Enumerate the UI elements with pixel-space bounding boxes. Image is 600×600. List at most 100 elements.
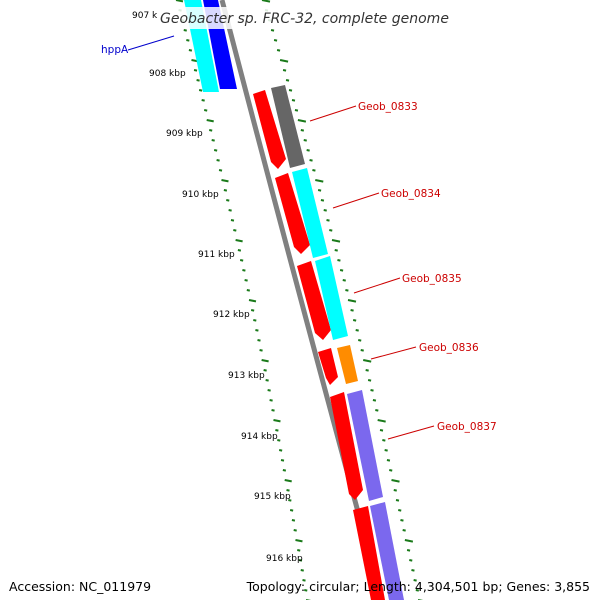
scale-tick <box>263 369 267 372</box>
scale-tick <box>291 99 296 102</box>
scale-tick <box>398 509 402 512</box>
scale-tick <box>276 49 281 52</box>
topology-text: Topology: circular; Length: 4,304,501 bp… <box>246 579 590 594</box>
scale-tick <box>312 169 316 172</box>
scale-tick <box>211 139 215 142</box>
geob0834-label: Geob_0834 <box>381 188 441 200</box>
scale-tick <box>291 519 296 522</box>
hppa-label: hppA <box>101 44 129 56</box>
scale-tick <box>297 549 301 552</box>
scale-tick <box>345 289 349 292</box>
gene-cyan-0835 <box>315 256 348 340</box>
scale-tick <box>257 339 261 342</box>
scale-tick <box>379 429 384 432</box>
geob0836-label: Geob_0836 <box>419 342 479 354</box>
gene-red-bottom <box>353 506 385 600</box>
scale-tick <box>370 389 374 392</box>
scale-tick <box>365 369 369 372</box>
scale-tick <box>384 449 388 452</box>
scale-tick <box>334 249 338 252</box>
scale-tick <box>250 309 255 312</box>
scale-tick <box>188 49 193 52</box>
scale-tick <box>358 339 362 342</box>
scale-tick <box>300 129 305 132</box>
scale-tick <box>201 99 205 102</box>
scale-tick <box>347 299 357 303</box>
scale-tick <box>294 109 299 112</box>
scale-tick <box>329 229 333 232</box>
scale-tick <box>196 79 200 82</box>
scale-tick <box>183 29 187 32</box>
scale-tick <box>221 179 229 183</box>
scale-tick <box>409 559 413 562</box>
scale-tick <box>278 449 283 452</box>
scale-tick <box>282 469 287 472</box>
kbp-label-915: 915 kbp <box>254 492 291 502</box>
scale-tick <box>284 479 292 483</box>
scale-tick <box>269 399 273 402</box>
scale-tick <box>267 389 271 392</box>
scale-tick <box>295 539 303 543</box>
scale-tick <box>261 0 271 3</box>
scale-tick <box>289 509 294 512</box>
kbp-label-907: 907 k <box>132 11 158 21</box>
scale-tick <box>273 419 281 423</box>
scale-tick <box>223 189 228 192</box>
scale-tick <box>363 359 372 363</box>
gene-orange-0836 <box>337 345 358 384</box>
scale-tick <box>271 409 275 412</box>
scale-tick <box>282 69 287 72</box>
scale-tick <box>244 279 248 282</box>
scale-tick <box>175 0 184 3</box>
gene-purple-0837 <box>347 390 383 501</box>
gene-red-0835 <box>297 261 331 340</box>
gene-purple-bottom <box>370 502 404 600</box>
scale-tick <box>230 219 235 222</box>
kbp-label-914: 914 kbp <box>241 432 278 442</box>
outer-tick-ring <box>261 0 424 600</box>
scale-tick <box>248 299 257 303</box>
scale-tick <box>253 319 257 322</box>
scale-tick <box>400 519 404 522</box>
scale-tick <box>402 529 406 532</box>
scale-tick <box>413 579 417 582</box>
geob0835-label: Geob_0835 <box>402 273 462 285</box>
geob0837-label: Geob_0837 <box>437 421 497 433</box>
gene-gray-0833 <box>271 85 305 168</box>
scale-tick <box>228 209 232 212</box>
kbp-label-912: 912 kbp <box>213 310 250 320</box>
scale-tick <box>360 349 364 352</box>
geob0837-label-line <box>387 425 435 440</box>
kbp-label-911: 911 kbp <box>198 250 235 260</box>
map-title: Geobacter sp. FRC-32, complete genome <box>160 11 449 27</box>
scale-tick <box>302 579 306 582</box>
scale-tick <box>285 79 290 82</box>
scale-tick <box>415 589 420 592</box>
scale-tick <box>303 139 307 142</box>
scale-tick <box>377 419 386 423</box>
kbp-label-910: 910 kbp <box>182 190 219 200</box>
scale-tick <box>393 489 397 492</box>
scale-tick <box>206 119 214 123</box>
scale-tick <box>261 359 269 363</box>
scale-tick <box>259 349 263 352</box>
scale-tick <box>331 239 341 243</box>
geob0833-label: Geob_0833 <box>358 101 418 113</box>
scale-tick <box>298 559 303 562</box>
scale-tick <box>186 39 190 42</box>
title-backdrop <box>158 7 445 29</box>
kbp-label-913: 913 kbp <box>228 371 265 381</box>
scale-tick <box>203 109 208 112</box>
scale-tick <box>242 269 246 272</box>
scale-tick <box>342 279 346 282</box>
scale-tick <box>309 159 313 162</box>
scale-tick <box>406 549 411 552</box>
scale-tick <box>198 89 203 92</box>
scale-tick <box>404 539 414 543</box>
scale-tick <box>300 569 304 572</box>
scale-tick <box>237 249 242 252</box>
gene-red-0837 <box>330 392 363 500</box>
scale-tick <box>323 209 327 212</box>
scale-tick <box>218 169 223 172</box>
scale-tick <box>273 39 278 42</box>
